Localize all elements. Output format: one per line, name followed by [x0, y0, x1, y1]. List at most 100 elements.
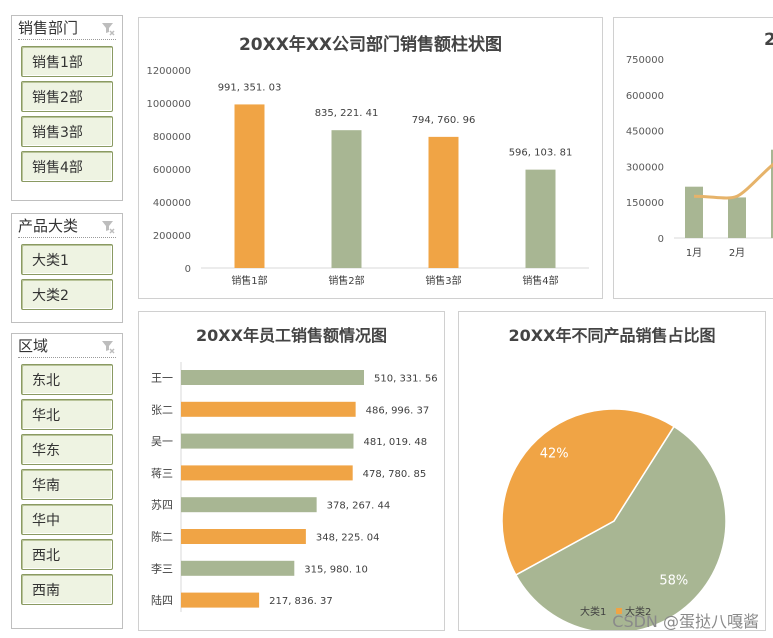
y-tick-label: 800000 [153, 132, 191, 143]
data-label: 510, 331. 56 [374, 374, 438, 385]
monthly-sales-chart[interactable]: 2 01500003000004500006000007500001月2月3 [613, 17, 773, 299]
y-tick-label: 1000000 [146, 99, 191, 110]
monthly-chart-plot: 01500003000004500006000007500001月2月3 [626, 55, 773, 259]
slicer-sales-dept: 销售部门 销售1部 销售2部 销售3部 销售4部 [11, 15, 123, 201]
bar [181, 465, 353, 481]
slicer-item-category2[interactable]: 大类2 [21, 279, 113, 310]
data-label: 835, 221. 41 [315, 108, 379, 119]
slicer-item-category1[interactable]: 大类1 [21, 244, 113, 275]
y-tick-label: 王一 [151, 372, 173, 385]
x-tick-label: 销售2部 [328, 274, 364, 287]
chart-title: 20XX年不同产品销售占比图 [508, 326, 716, 345]
y-tick-label: 李三 [151, 561, 173, 575]
y-tick-label: 450000 [626, 127, 664, 138]
y-tick-label: 300000 [626, 162, 664, 173]
legend-swatch [616, 608, 622, 614]
data-label: 486, 996. 37 [366, 405, 430, 416]
data-label: 794, 760. 96 [412, 115, 476, 126]
y-tick-label: 750000 [626, 55, 664, 66]
y-tick-label: 苏四 [151, 499, 173, 512]
y-tick-label: 600000 [153, 165, 191, 176]
data-label: 315, 980. 10 [304, 564, 368, 575]
slicer-region: 区域 东北 华北 华东 华南 华中 西北 西南 [11, 333, 123, 629]
chart-title: 20XX年员工销售额情况图 [196, 326, 387, 345]
slicer-header: 区域 [18, 334, 116, 358]
y-tick-label: 吴一 [151, 435, 173, 448]
bar [331, 130, 362, 268]
slicer-item-northeast[interactable]: 东北 [21, 364, 113, 395]
slicer-product-category: 产品大类 大类1 大类2 [11, 213, 123, 323]
dept-chart-plot: 0 200000 400000 600000 800000 1000000 1200000 9… [146, 66, 589, 287]
y-tick-label: 陈二 [151, 530, 173, 544]
slicer-title: 产品大类 [18, 217, 79, 235]
slicer-item-north[interactable]: 华北 [21, 399, 113, 430]
slicer-header: 产品大类 [18, 214, 116, 238]
legend-swatch [571, 608, 577, 614]
legend-label: 大类1 [580, 605, 606, 618]
clear-filter-icon[interactable] [100, 20, 116, 36]
data-label: 991, 351. 03 [218, 82, 282, 93]
bar [771, 149, 773, 238]
data-label: 378, 267. 44 [327, 501, 391, 512]
chart-title: 20XX年XX公司部门销售额柱状图 [238, 35, 503, 55]
bar [728, 197, 746, 238]
y-tick-label: 1200000 [146, 66, 191, 77]
slicer-item-sales4[interactable]: 销售4部 [21, 151, 113, 182]
watermark: CSDN @蛋挞八嘎酱 [612, 612, 759, 631]
data-label: 348, 225. 04 [316, 533, 380, 544]
x-tick-label: 销售3部 [425, 274, 461, 287]
y-tick-label: 400000 [153, 198, 191, 209]
y-tick-label: 张二 [151, 403, 173, 416]
chart-title: 2 [764, 30, 773, 50]
product-share-chart[interactable]: 20XX年不同产品销售占比图 58% 42% 大类1 大类2 [458, 311, 766, 631]
slicer-item-east[interactable]: 华东 [21, 434, 113, 465]
y-tick-label: 0 [185, 264, 191, 275]
bar [181, 529, 306, 544]
y-tick-label: 0 [658, 234, 664, 245]
trend-line [693, 162, 773, 200]
y-tick-label: 蒋三 [151, 467, 173, 480]
data-label: 481, 019. 48 [363, 437, 427, 448]
slicer-item-sales3[interactable]: 销售3部 [21, 116, 113, 147]
bar [181, 592, 260, 608]
bar [525, 169, 556, 268]
slice-label: 58% [659, 574, 688, 589]
pie-chart-plot: 58% 42% 大类1 大类2 [501, 408, 727, 630]
slicer-item-south[interactable]: 华南 [21, 469, 113, 500]
data-label: 596, 103. 81 [509, 148, 573, 159]
y-tick-label: 600000 [626, 91, 664, 102]
y-tick-label: 陆四 [151, 593, 173, 607]
employee-sales-chart[interactable]: 20XX年员工销售额情况图 王一 510, 331. 56 张二 486, 996. … [138, 311, 445, 631]
x-tick-label: 销售4部 [522, 274, 558, 287]
slicer-item-sales1[interactable]: 销售1部 [21, 46, 113, 77]
clear-filter-icon[interactable] [100, 218, 116, 234]
legend-label: 大类2 [625, 605, 651, 618]
bar [234, 104, 265, 268]
slicer-item-southwest[interactable]: 西南 [21, 574, 113, 605]
bar [181, 560, 295, 576]
bar [181, 401, 356, 417]
slicer-item-northwest[interactable]: 西北 [21, 539, 113, 570]
clear-filter-icon[interactable] [100, 338, 116, 354]
y-tick-label: 200000 [153, 231, 191, 242]
x-tick-label: 1月 [686, 247, 702, 259]
data-label: 217, 836. 37 [269, 596, 333, 607]
employee-chart-plot: 王一 510, 331. 56 张二 486, 996. 37 吴一 481, 019. … [151, 362, 438, 612]
pie-slice [501, 408, 676, 576]
data-label: 478, 780. 85 [363, 469, 427, 480]
dept-sales-chart[interactable]: 20XX年XX公司部门销售额柱状图 0 200000 400000 600000 800… [138, 17, 603, 299]
bar [181, 370, 364, 385]
x-tick-label: 2月 [729, 247, 745, 259]
slicer-item-sales2[interactable]: 销售2部 [21, 81, 113, 112]
slicer-item-central[interactable]: 华中 [21, 504, 113, 535]
bar [428, 136, 459, 268]
x-tick-label: 销售1部 [231, 274, 267, 287]
slicer-title: 区域 [18, 337, 49, 355]
slicer-header: 销售部门 [18, 16, 116, 40]
slice-label: 42% [540, 446, 569, 461]
y-tick-label: 150000 [626, 198, 664, 209]
pie-slice [514, 425, 727, 630]
bar [685, 186, 703, 238]
slicer-title: 销售部门 [18, 19, 79, 37]
bar [181, 433, 354, 449]
